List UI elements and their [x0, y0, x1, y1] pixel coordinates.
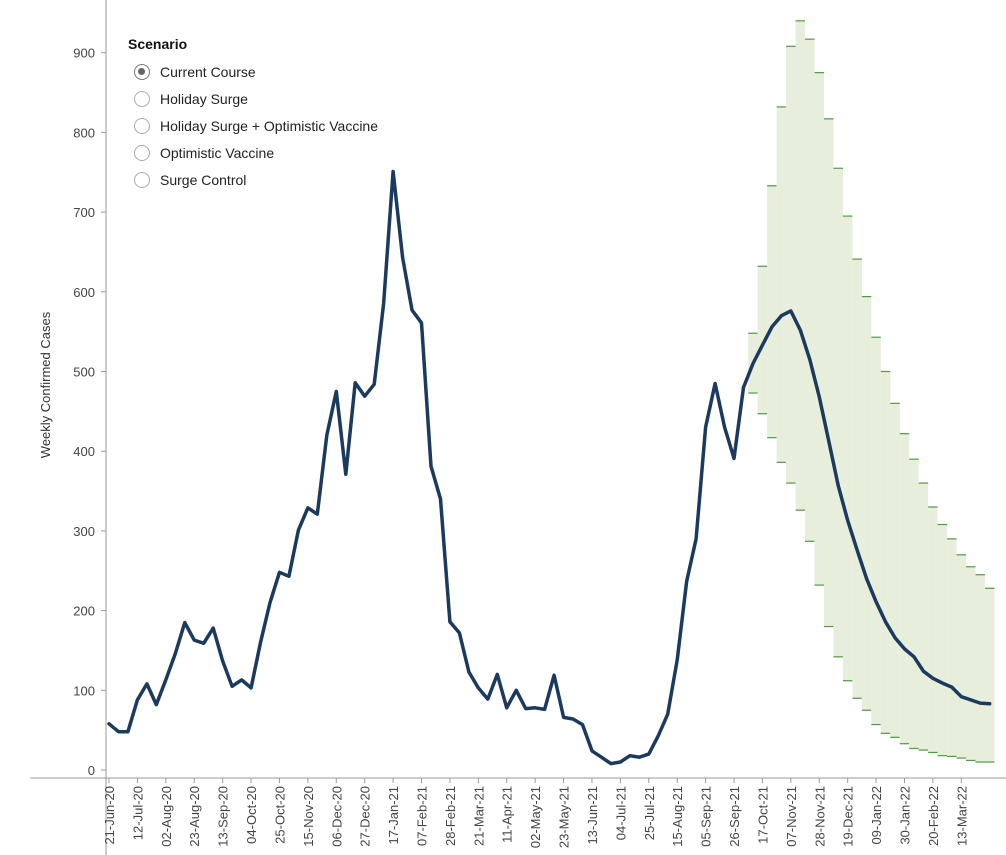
y-tick-label: 500: [73, 365, 95, 380]
projection-band-bar: [937, 524, 948, 756]
x-tick-label: 05-Sep-21: [699, 786, 714, 847]
projection-mean-line: [741, 309, 992, 706]
legend-option-holiday-surge[interactable]: Holiday Surge: [128, 85, 378, 112]
legend-option-holiday-surge-optimistic-vaccine[interactable]: Holiday Surge + Optimistic Vaccine: [128, 112, 378, 139]
x-tick-label: 28-Nov-21: [812, 786, 827, 847]
x-tick-label: 26-Sep-21: [727, 786, 742, 847]
radio-checked-icon[interactable]: [134, 63, 150, 80]
x-tick-label: 02-Aug-20: [159, 786, 174, 847]
projection-band-bar: [795, 20, 806, 511]
observed-series-line: [107, 169, 746, 766]
legend-option-label: Current Course: [160, 63, 256, 80]
legend-option-label: Holiday Surge: [160, 90, 248, 107]
legend-title: Scenario: [128, 36, 188, 52]
projection-band-bar: [861, 296, 872, 711]
projection-band-bar: [757, 266, 768, 414]
x-tick-label: 04-Oct-20: [244, 786, 259, 844]
legend-option-optimistic-vaccine[interactable]: Optimistic Vaccine: [128, 139, 378, 166]
projection-band-bar: [776, 106, 787, 463]
scenario-legend: Scenario Current Course Holiday Surge Ho…: [128, 36, 378, 193]
y-axis-title: Weekly Confirmed Cases: [38, 311, 53, 458]
projection-band-bar: [956, 554, 967, 759]
x-tick-label: 07-Nov-21: [784, 786, 799, 847]
x-tick-label: 30-Jan-22: [897, 786, 912, 845]
x-tick-label: 23-Aug-20: [187, 786, 202, 847]
x-tick-label: 19-Dec-21: [841, 786, 856, 847]
x-tick-label: 15-Nov-20: [301, 786, 316, 847]
x-tick-label: 28-Feb-21: [443, 786, 458, 846]
radio-icon[interactable]: [134, 144, 150, 161]
legend-option-label: Holiday Surge + Optimistic Vaccine: [160, 117, 378, 134]
y-tick-label: 100: [73, 683, 95, 698]
x-tick-label: 12-Jul-20: [130, 786, 145, 840]
projection-band-bar: [966, 566, 976, 761]
y-tick-label: 200: [73, 604, 95, 619]
projection-band-bar: [852, 259, 862, 699]
x-tick-label: 13-Sep-20: [216, 786, 231, 847]
x-tick-label: 07-Feb-21: [415, 786, 430, 846]
y-tick-label: 600: [73, 285, 95, 300]
x-tick-label: 13-Mar-22: [954, 786, 969, 846]
projection-band-bar: [805, 39, 815, 542]
x-tick-label: 06-Dec-20: [329, 786, 344, 847]
radio-icon[interactable]: [134, 90, 150, 107]
x-tick-label: 27-Dec-20: [358, 786, 373, 847]
x-tick-label: 17-Oct-21: [755, 786, 770, 844]
y-tick-label: 800: [73, 125, 95, 140]
projection-band-bar: [767, 185, 777, 438]
projection-band-bar: [814, 72, 824, 586]
series-lines: [107, 169, 992, 766]
legend-option-surge-control[interactable]: Surge Control: [128, 166, 378, 193]
x-tick-label: 02-May-21: [528, 786, 543, 848]
y-tick-label: 0: [88, 763, 95, 778]
projection-band-bar: [928, 506, 938, 753]
x-tick-label: 09-Jan-22: [869, 786, 884, 845]
legend-option-label: Surge Control: [160, 171, 247, 188]
legend-option-label: Optimistic Vaccine: [160, 144, 275, 161]
x-tick-label: 20-Feb-22: [926, 786, 941, 846]
projection-band-bar: [842, 216, 853, 681]
projection-band-bar: [984, 588, 995, 763]
x-tick-label: 11-Apr-21: [500, 786, 515, 843]
projection-band-bar: [947, 538, 957, 757]
legend-option-current-course[interactable]: Current Course: [128, 58, 378, 85]
axes: 0 100 200 300 400 500 600 700 800 900 21-Jun-20 12-…: [30, 0, 1006, 855]
projection-band-bar: [909, 459, 919, 749]
projection-band: [748, 20, 995, 763]
projection-band-bar: [833, 168, 843, 657]
radio-icon[interactable]: [134, 117, 150, 134]
x-tick-label: 25-Oct-20: [272, 786, 287, 844]
y-tick-label: 900: [73, 46, 95, 61]
x-tick-label: 23-May-21: [557, 786, 572, 848]
x-tick-label: 25-Jul-21: [642, 786, 657, 840]
radio-icon[interactable]: [134, 171, 150, 188]
x-tick-label: 17-Jan-21: [386, 786, 401, 845]
y-tick-label: 300: [73, 524, 95, 539]
x-tick-label: 15-Aug-21: [670, 786, 685, 847]
projection-band-bar: [975, 574, 985, 763]
y-tick-label: 700: [73, 205, 95, 220]
x-tick-label: 13-Jun-21: [585, 786, 600, 845]
projection-band-bar: [918, 483, 929, 751]
projection-band-bar: [899, 433, 910, 744]
y-tick-label: 400: [73, 444, 95, 459]
projection-band-bar: [786, 46, 796, 484]
projection-band-bar: [823, 118, 834, 627]
x-tick-label: 21-Jun-20: [102, 786, 117, 845]
projection-band-bar: [890, 403, 900, 738]
x-tick-label: 21-Mar-21: [471, 786, 486, 846]
projection-band-bar: [880, 371, 891, 734]
x-tick-label: 04-Jul-21: [613, 786, 628, 840]
projection-band-bar: [871, 337, 881, 725]
